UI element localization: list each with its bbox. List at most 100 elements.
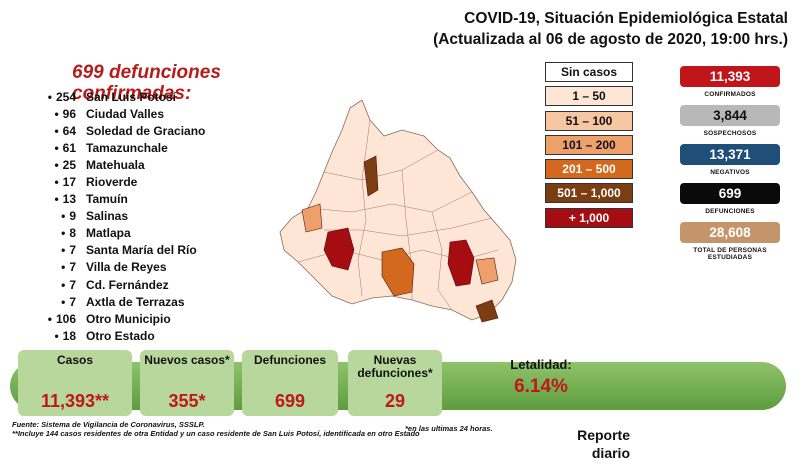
legend-item: 1 – 50 [545, 86, 633, 107]
municipality-name: Ciudad Valles [86, 106, 165, 121]
map-region-san-luis-potosi [323, 227, 355, 271]
municipality-count: 8 [30, 226, 86, 240]
stats-panel: 11,393 CONFIRMADOS 3,844 SOSPECHOSOS 13,371 N… [680, 66, 780, 268]
footer-source: Fuente: Sistema de Vigilancia de Coronav… [12, 420, 205, 429]
legend-item: + 1,000 [545, 207, 633, 228]
municipality-row: 7Cd. Fernández [30, 276, 270, 293]
municipality-name: Cd. Fernández [86, 277, 169, 292]
new-cases-value: 355* [168, 391, 206, 411]
stat-value: 3,844 [680, 105, 780, 126]
municipality-name: Villa de Reyes [86, 260, 167, 275]
map-region-orange-2 [475, 257, 499, 285]
municipality-count: 17 [30, 175, 86, 189]
municipality-name: Tamazunchale [86, 140, 168, 155]
stat-label: DEFUNCIONES [705, 208, 755, 215]
municipality-count: 106 [30, 312, 86, 326]
municipality-name: Axtla de Terrazas [86, 294, 185, 309]
municipality-name: Salinas [86, 209, 129, 224]
municipality-count: 18 [30, 329, 86, 343]
stat-label: CONFIRMADOS [704, 91, 756, 98]
map-region-ciudad-valles [447, 239, 475, 287]
stat-label: SOSPECHOSOS [703, 130, 757, 137]
deaths-label: Defunciones [253, 353, 326, 367]
footer-note-1: *en las ultimas 24 horas. [405, 424, 493, 433]
municipality-count: 25 [30, 158, 86, 172]
lethality-block: Letalidad: 6.14% [466, 357, 616, 398]
deaths-title: 699 defunciones confirmadas: [72, 62, 221, 104]
map-border-8 [324, 217, 493, 237]
municipality-name: Otro Estado [86, 328, 155, 343]
footer-note-2: **Incluye 144 casos residentes de otra E… [12, 429, 420, 438]
new-deaths-label: Nuevas defunciones* [357, 353, 433, 380]
new-deaths-value: 29 [384, 391, 406, 411]
municipality-name: San Luis Potosí [86, 89, 177, 104]
map-border-4 [357, 179, 367, 297]
stat-value: 11,393 [680, 66, 780, 87]
municipality-count: 7 [30, 243, 86, 257]
municipality-name: Tamuín [86, 192, 128, 207]
title-line-1: COVID-19, Situación Epidemiológica Estat… [464, 10, 788, 27]
lethality-value: 6.14% [514, 376, 568, 397]
legend-item: Sin casos [545, 62, 633, 82]
title-line-2: (Actualizada al 06 de agosto de 2020, 19… [433, 31, 788, 48]
municipality-name: Santa María del Río [86, 243, 197, 258]
lethality-label: Letalidad: [510, 357, 572, 372]
municipality-count: 96 [30, 107, 86, 121]
legend-item: 501 – 1,000 [545, 183, 633, 204]
cases-value: 11,393** [40, 391, 110, 411]
municipality-count: 64 [30, 124, 86, 138]
deaths-value: 699 [274, 391, 306, 411]
page-title: COVID-19, Situación Epidemiológica Estat… [433, 8, 788, 50]
report-label: Reporte diario [577, 427, 630, 461]
map-border-6 [431, 211, 453, 311]
map-border-7 [361, 119, 371, 181]
map-region-rioverde [381, 247, 415, 297]
new-cases-card: Nuevos casos* 355* [140, 350, 234, 416]
color-legend: Sin casos 1 – 50 51 – 100 101 – 200 201 – 50… [545, 62, 633, 232]
deaths-card: Defunciones 699 [242, 350, 338, 416]
new-deaths-card: Nuevas defunciones* 29 [348, 350, 442, 416]
legend-item: 101 – 200 [545, 134, 633, 155]
stat-label: NEGATIVOS [710, 169, 750, 176]
municipality-name: Rioverde [86, 175, 138, 190]
stat-label: TOTAL DE PERSONAS ESTUDIADAS [693, 247, 767, 261]
map-region-orange-1 [301, 203, 323, 233]
map-border-2 [307, 191, 473, 213]
map-border-1 [323, 149, 439, 181]
stat-value: 28,608 [680, 222, 780, 243]
new-cases-label: Nuevos casos* [144, 353, 230, 367]
municipality-count: 7 [30, 278, 86, 292]
legend-item: 201 – 500 [545, 159, 633, 180]
cases-label: Casos [56, 353, 94, 367]
footer-notes: Fuente: Sistema de Vigilancia de Coronav… [12, 420, 542, 438]
stat-value: 699 [680, 183, 780, 204]
municipality-name: Matehuala [86, 157, 145, 172]
municipality-count: 13 [30, 192, 86, 206]
municipality-count: 61 [30, 141, 86, 155]
cases-card: Casos 11,393** [18, 350, 132, 416]
municipality-count: 254 [30, 90, 86, 104]
municipality-count: 7 [30, 260, 86, 274]
map-region-matehuala [363, 155, 379, 197]
municipality-count: 7 [30, 295, 86, 309]
municipality-name: Soledad de Graciano [86, 123, 206, 138]
municipality-name: Matlapa [86, 226, 131, 241]
municipality-count: 9 [30, 209, 86, 223]
map-region-tamazunchale [475, 299, 499, 323]
legend-item: 51 – 100 [545, 110, 633, 131]
